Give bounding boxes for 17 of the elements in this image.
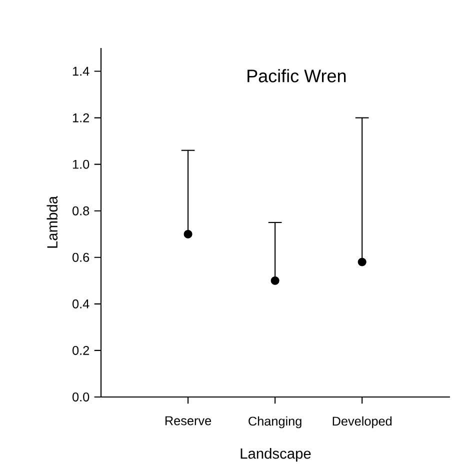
- point: [270, 276, 280, 285]
- point: [358, 258, 366, 266]
- y-tick-label: 0.4: [72, 299, 90, 308]
- y-tick-label: 0.8: [72, 206, 90, 216]
- y-tick-label: 0.6: [72, 252, 90, 262]
- x-tick-label: Changing: [248, 416, 302, 428]
- text: Pacific Wren: [248, 69, 346, 82]
- y-tick-label: 0.2: [72, 346, 89, 355]
- point: [184, 230, 192, 238]
- y-tick-label: 1.0: [72, 160, 90, 169]
- y-tick-label: 1.4: [72, 66, 90, 76]
- y-tick-label: 1.2: [72, 113, 89, 122]
- y-tick-label: 0.0: [72, 392, 90, 402]
- x-tick-label: Developed: [332, 416, 392, 428]
- x-tick-label: Reserve: [165, 416, 212, 426]
- y-axis-title: Lambda: [46, 196, 58, 248]
- x-axis-title: Landscape: [240, 448, 311, 462]
